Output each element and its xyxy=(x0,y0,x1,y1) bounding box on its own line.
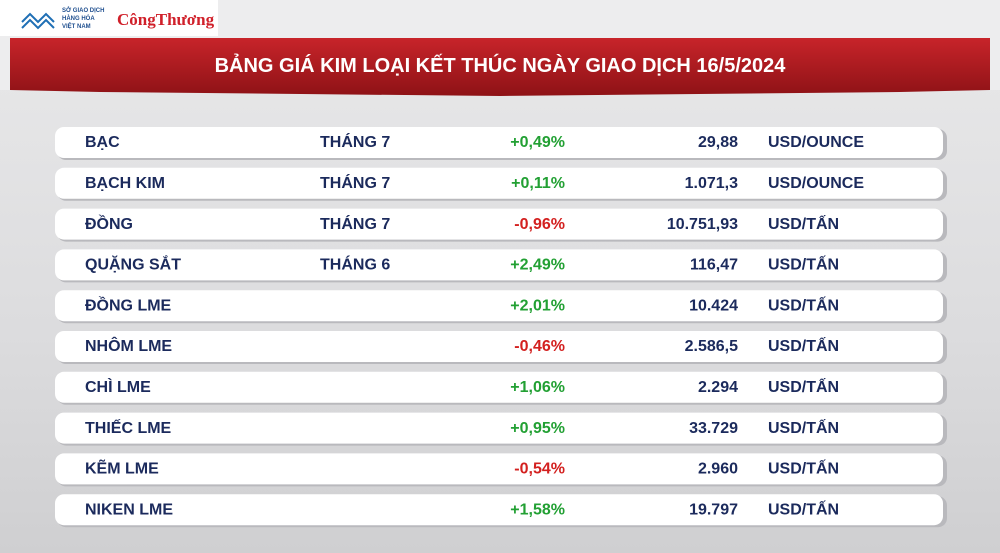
change: +2,01% xyxy=(510,297,565,314)
row xyxy=(55,208,943,240)
term: THÁNG 7 xyxy=(320,132,390,151)
price: 10.424 xyxy=(689,297,738,314)
row xyxy=(55,127,943,158)
price: 116,47 xyxy=(690,257,738,274)
change: +0,49% xyxy=(510,134,565,151)
row xyxy=(55,249,943,281)
row xyxy=(55,412,943,444)
price: 2.586,5 xyxy=(685,338,738,355)
name: BẠC xyxy=(85,134,120,151)
unit: USD/OUNCE xyxy=(768,175,864,192)
row xyxy=(55,331,943,362)
row xyxy=(55,453,943,485)
unit: USD/TẤN xyxy=(768,377,839,396)
name: ĐỒNG xyxy=(85,214,133,233)
change: +0,11% xyxy=(511,175,565,192)
title: BẢNG GIÁ KIM LOẠI KẾT THÚC NGÀY GIAO DỊC… xyxy=(215,53,787,77)
unit: USD/TẤN xyxy=(768,255,839,274)
unit: USD/OUNCE xyxy=(768,134,864,151)
unit: USD/TẤN xyxy=(768,459,839,478)
unit: USD/TẤN xyxy=(768,499,839,518)
unit: USD/TẤN xyxy=(768,336,839,355)
unit: USD/TẤN xyxy=(768,214,839,233)
org-line: SỞ GIAO DỊCH xyxy=(62,7,104,14)
row xyxy=(55,371,943,403)
price: 33.729 xyxy=(689,420,738,437)
change: +1,06% xyxy=(510,379,565,396)
change: +0,95% xyxy=(510,420,565,437)
brand: CôngThương xyxy=(117,10,215,29)
name: NIKEN LME xyxy=(85,501,173,518)
change: -0,54% xyxy=(514,461,565,478)
change: +1,58% xyxy=(510,501,565,518)
price: 19.797 xyxy=(689,501,738,518)
change: -0,46% xyxy=(514,338,565,355)
name: KẼM LME xyxy=(85,458,159,478)
term: THÁNG 7 xyxy=(320,173,390,192)
name: THIẾC LME xyxy=(85,418,172,437)
org-line: HÀNG HÓA xyxy=(62,14,95,22)
price: 1.071,3 xyxy=(685,175,738,192)
term: THÁNG 7 xyxy=(320,214,390,233)
title-banner xyxy=(10,38,990,96)
change: -0,96% xyxy=(514,216,565,233)
row xyxy=(55,290,943,322)
logo-box xyxy=(0,0,218,36)
name: ĐỒNG LME xyxy=(85,295,172,314)
price: 10.751,93 xyxy=(667,216,738,233)
unit: USD/TẤN xyxy=(768,418,839,437)
name: QUẶNG SẮT xyxy=(85,255,181,274)
term: THÁNG 6 xyxy=(320,255,390,274)
row xyxy=(55,494,943,526)
change: +2,49% xyxy=(510,257,565,274)
logo-icon xyxy=(21,12,55,30)
row xyxy=(55,167,943,199)
price: 2.294 xyxy=(698,379,738,396)
price: 2.960 xyxy=(698,461,738,478)
price: 29,88 xyxy=(698,134,738,151)
table: BẠC THÁNG 7 +0,49% 29,88 USD/OUNCE BẠCH KIM TH… xyxy=(55,127,947,528)
name: CHÌ LME xyxy=(85,377,151,396)
unit: USD/TẤN xyxy=(768,295,839,314)
name: NHÔM LME xyxy=(85,336,172,355)
org-line: VIỆT NAM xyxy=(62,22,91,30)
name: BẠCH KIM xyxy=(85,175,165,192)
